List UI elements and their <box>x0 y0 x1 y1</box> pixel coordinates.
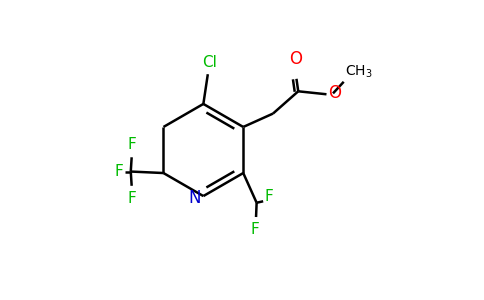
Text: N: N <box>188 189 201 207</box>
Text: F: F <box>251 222 259 237</box>
Text: CH$_3$: CH$_3$ <box>345 64 373 80</box>
Text: F: F <box>128 191 136 206</box>
Text: F: F <box>128 137 136 152</box>
Text: O: O <box>328 84 341 102</box>
Text: Cl: Cl <box>202 55 217 70</box>
Text: F: F <box>264 189 273 204</box>
Text: F: F <box>115 164 123 179</box>
Text: O: O <box>289 50 302 68</box>
